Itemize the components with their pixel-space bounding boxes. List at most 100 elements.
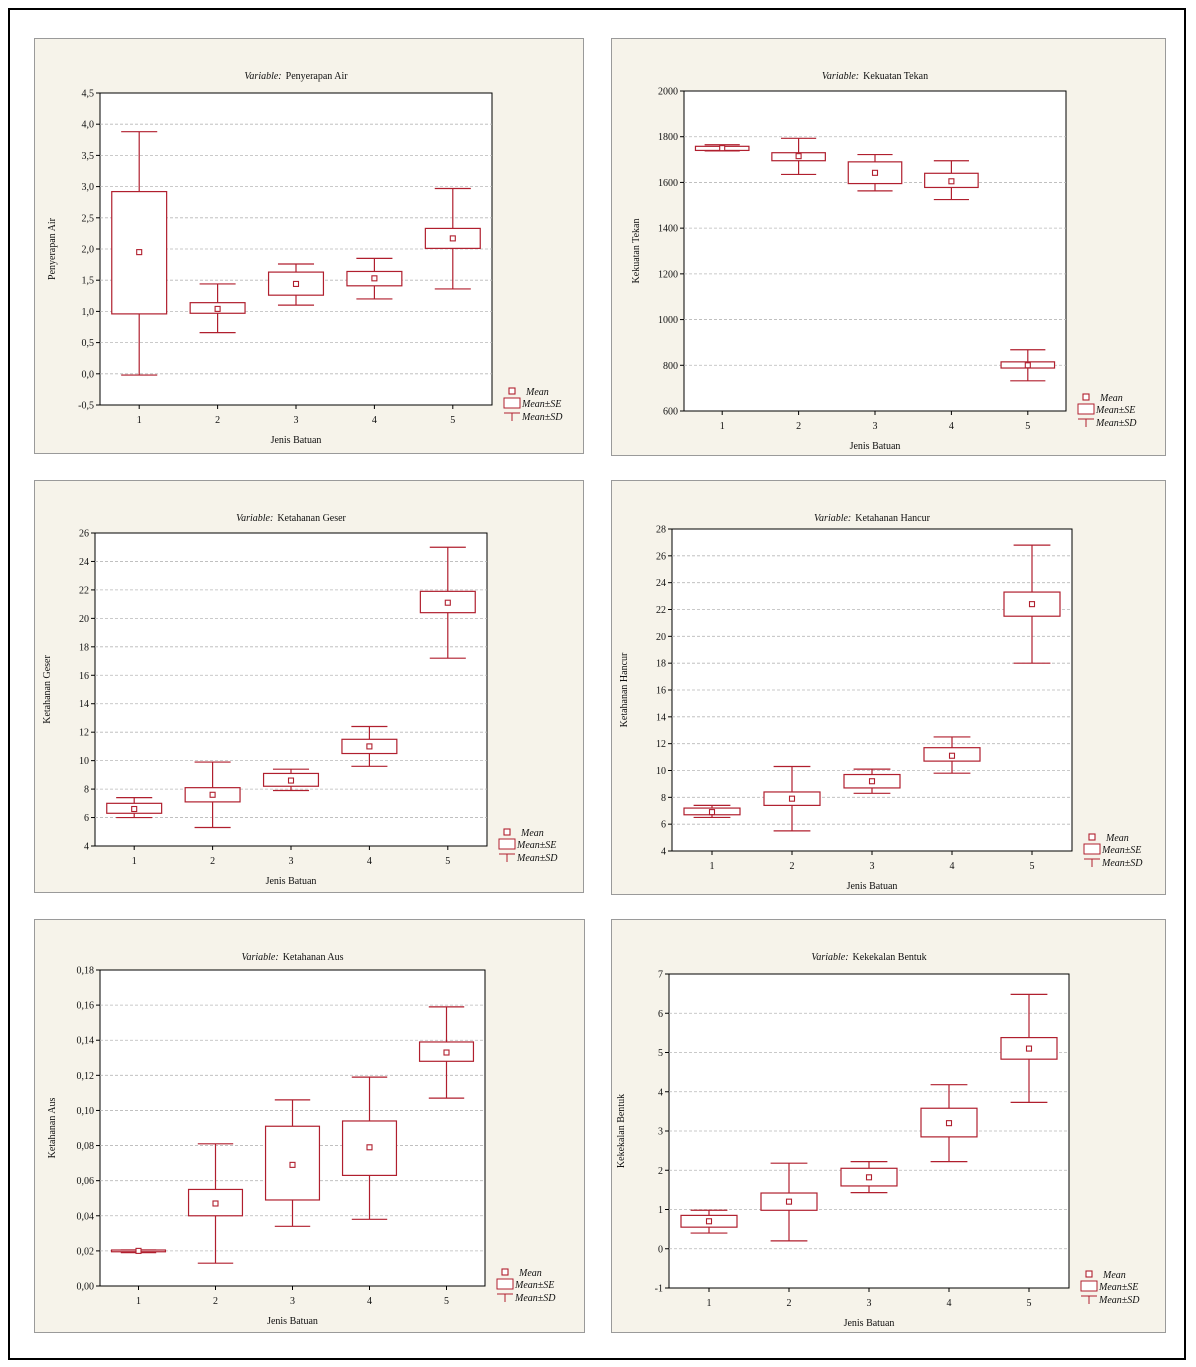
variable-name: Kekekalan Bentuk	[853, 952, 927, 963]
mean-marker	[131, 805, 138, 813]
x-tick-label: 2	[796, 421, 801, 432]
box-group-1	[680, 1209, 738, 1234]
variable-name: Ketahanan Aus	[283, 952, 344, 963]
legend-se-icon	[1077, 403, 1095, 415]
mean-marker	[865, 1174, 873, 1181]
box-group-1	[106, 797, 163, 819]
y-tick-label: 4	[661, 847, 666, 858]
y-tick-label: 4,5	[82, 89, 95, 100]
legend-se-label: Mean±SE	[514, 1280, 554, 1291]
x-tick-label: 3	[867, 1298, 872, 1309]
y-tick-label: 0,02	[77, 1246, 95, 1257]
y-tick-label: 1400	[658, 224, 678, 235]
box-group-5	[1000, 349, 1056, 382]
box-group-2	[189, 283, 246, 334]
y-tick-label: 10	[656, 766, 666, 777]
box-group-5	[419, 546, 476, 659]
mean-marker	[366, 743, 373, 750]
legend-se-icon	[496, 1278, 514, 1290]
legend-mean-icon	[501, 1268, 509, 1276]
mean-marker	[708, 809, 716, 816]
mean-marker	[212, 1200, 219, 1207]
mean-marker	[1028, 601, 1036, 608]
legend-se-label: Mean±SE	[516, 840, 556, 851]
y-axis-label: Kekuatan Tekan	[631, 219, 642, 284]
chart-svg: Variable: Kekekalan Bentuk -1 0 1 2 3 4 5 6 7 1 2 3 4 5…	[616, 952, 1140, 1329]
variable-label: Variable:	[822, 71, 859, 82]
legend-sd-label: Mean±SD	[521, 412, 563, 423]
boxplot-panel-kekuatan-tekan: Variable: Kekuatan Tekan 600 800 1000 1200 140…	[611, 38, 1166, 456]
x-tick-label: 5	[445, 856, 450, 867]
x-tick-label: 3	[870, 861, 875, 872]
mean-marker	[705, 1218, 713, 1225]
y-tick-label: -0,5	[78, 401, 94, 412]
y-tick-label: 0,12	[77, 1071, 95, 1082]
x-tick-label: 5	[450, 415, 455, 426]
chart-subtitle: Variable: Kekuatan Tekan	[822, 71, 928, 82]
box-group-3	[843, 768, 901, 794]
legend-sd-label: Mean±SD	[516, 853, 558, 864]
legend-mean-label: Mean	[1099, 393, 1123, 404]
x-tick-label: 2	[213, 1296, 218, 1307]
y-tick-label: 0	[658, 1244, 663, 1255]
legend-se-label: Mean±SE	[521, 399, 561, 410]
mean-marker	[1024, 362, 1031, 369]
box-group-4	[341, 1076, 398, 1220]
legend-mean-label: Mean	[518, 1268, 542, 1279]
box-group-3	[267, 263, 325, 306]
chart-svg: Variable: Ketahanan Aus 0,00 0,02 0,04 0,06 0,…	[47, 952, 556, 1327]
x-tick-label: 1	[710, 861, 715, 872]
y-tick-label: 22	[79, 585, 89, 596]
y-tick-label: 4	[84, 842, 89, 853]
x-axis-label: Jenis Batuan	[844, 1318, 895, 1329]
box-group-1	[694, 144, 750, 152]
chart-svg: Variable: Penyerapan Air -0,5 0,0 0,5 1,0 1,5 2…	[47, 71, 563, 446]
mean-marker	[788, 795, 796, 802]
y-axis-label: Ketahanan Aus	[47, 1097, 58, 1158]
box-group-4	[924, 160, 979, 201]
y-tick-label: 2,0	[82, 245, 95, 256]
y-tick-label: 0,10	[77, 1106, 95, 1117]
mean-marker	[136, 249, 143, 256]
x-tick-label: 4	[949, 421, 954, 432]
x-tick-label: 2	[210, 856, 215, 867]
y-tick-label: 22	[656, 605, 666, 616]
x-tick-label: 1	[132, 856, 137, 867]
y-tick-label: 1000	[658, 315, 678, 326]
box-group-2	[760, 1162, 818, 1242]
y-tick-label: 0,08	[77, 1141, 95, 1152]
x-tick-label: 4	[367, 856, 372, 867]
box-group-5	[1000, 993, 1058, 1103]
x-tick-label: 4	[367, 1296, 372, 1307]
variable-name: Ketahanan Hancur	[855, 513, 930, 524]
y-tick-label: 26	[656, 551, 666, 562]
legend-mean-label: Mean	[525, 387, 549, 398]
legend-sd-label: Mean±SD	[1095, 418, 1137, 429]
box-group-3	[264, 1099, 321, 1227]
y-tick-label: 0,0	[82, 369, 95, 380]
y-tick-label: 28	[656, 525, 666, 536]
box-group-4	[341, 725, 398, 767]
y-axis-label: Ketahanan Hancur	[619, 652, 630, 727]
chart-subtitle: Variable: Ketahanan Hancur	[814, 513, 931, 524]
y-tick-label: 600	[663, 407, 678, 418]
variable-name: Penyerapan Air	[286, 71, 349, 82]
x-tick-label: 1	[707, 1298, 712, 1309]
y-tick-label: 4	[658, 1087, 663, 1098]
y-axis-label: Ketahanan Geser	[42, 655, 53, 724]
boxplot-panel-penyerapan-air: Variable: Penyerapan Air -0,5 0,0 0,5 1,0 1,5 2…	[34, 38, 584, 454]
y-tick-label: 12	[79, 728, 89, 739]
y-tick-label: 0,14	[77, 1036, 95, 1047]
y-tick-label: 20	[656, 632, 666, 643]
x-tick-label: 5	[444, 1296, 449, 1307]
legend-mean-label: Mean	[520, 828, 544, 839]
y-tick-label: 1200	[658, 269, 678, 280]
box-group-4	[923, 736, 981, 774]
legend-sd-label: Mean±SD	[514, 1293, 556, 1304]
plot-area	[94, 532, 488, 847]
mean-marker	[371, 275, 378, 282]
mean-marker	[719, 145, 726, 152]
legend-mean-icon	[503, 828, 511, 836]
y-tick-label: 14	[656, 712, 666, 723]
